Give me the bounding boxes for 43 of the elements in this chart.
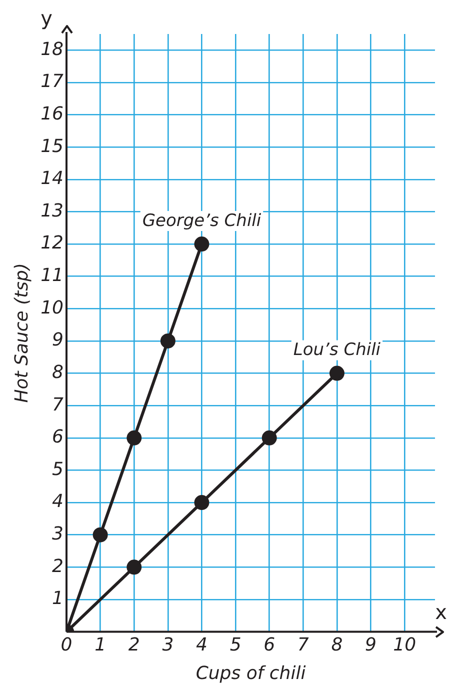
x-tick-label: 1: [94, 634, 106, 656]
x-tick-label: 4: [196, 634, 208, 656]
x-tick-label: 0: [60, 634, 72, 656]
x-tick-label: 6: [264, 634, 276, 656]
point: [329, 366, 344, 381]
y-tick-label: 5: [52, 458, 64, 480]
x-tick-label: 2: [128, 634, 140, 656]
y-tick-label: 6: [52, 426, 64, 448]
point: [160, 333, 176, 348]
y-axis-title: Hot Sauce (tsp): [11, 263, 32, 403]
x-tick-label: 7: [297, 634, 310, 656]
y-tick-label: 3: [52, 524, 64, 545]
point: [126, 430, 142, 446]
y-tick-label: 12: [40, 232, 64, 254]
y-tick-label: 11: [40, 265, 64, 286]
y-tick-label: 17: [40, 71, 64, 92]
y-tick-label: 18: [40, 38, 64, 60]
x-tick-label: 3: [162, 634, 174, 656]
point: [126, 560, 142, 575]
text: x: [435, 600, 448, 624]
y-tick-label: 9: [52, 330, 64, 351]
point: [194, 495, 210, 510]
y-tick-label: 7: [52, 394, 64, 416]
x-tick-label: 10: [393, 634, 416, 656]
point: [194, 236, 210, 252]
point: [262, 430, 277, 446]
series-label: George’s Chili: [142, 210, 262, 231]
y-tick-label: 2: [52, 556, 64, 577]
y-tick-label: 13: [40, 200, 64, 222]
x-tick-label: 8: [331, 634, 343, 656]
x-tick-label: 5: [230, 634, 242, 656]
y-tick-label: 10: [40, 297, 64, 318]
y-tick-label: 16: [40, 103, 64, 124]
x-tick-label: 9: [365, 634, 376, 656]
y-tick-label: 14: [40, 168, 64, 190]
series-label: Lou’s Chili: [293, 340, 381, 360]
y-tick-label: 8: [52, 362, 64, 383]
text: y: [40, 6, 53, 30]
point: [92, 527, 108, 542]
y-tick-label: 1: [52, 588, 64, 610]
y-tick-label: 4: [52, 491, 64, 512]
y-tick-label: 15: [40, 136, 64, 157]
x-axis-title: Cups of chili: [196, 662, 306, 684]
